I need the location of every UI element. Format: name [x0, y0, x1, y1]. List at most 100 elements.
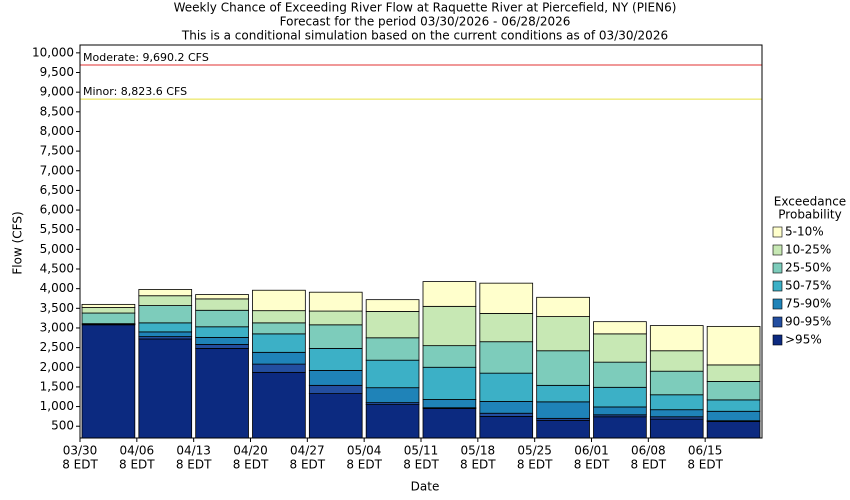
bar-segment — [252, 289, 306, 312]
bar-segment — [252, 310, 306, 324]
x-tick-label: 05/11 — [404, 444, 439, 458]
legend-label: 50-75% — [785, 279, 831, 293]
y-tick-label: 6,500 — [40, 183, 74, 197]
bar-segment — [479, 415, 534, 439]
x-tick-sublabel: 8 EDT — [119, 458, 155, 472]
threshold-label: Moderate: 9,690.2 CFS — [83, 51, 209, 64]
legend-label: 5-10% — [785, 225, 824, 239]
x-tick-label: 05/25 — [517, 444, 552, 458]
legend-label: 75-90% — [785, 297, 831, 311]
bar-segment — [536, 350, 590, 386]
bar-segment — [138, 305, 193, 324]
y-tick-label: 8,500 — [40, 104, 74, 118]
bar-segment — [365, 311, 420, 339]
bar-segment — [649, 394, 704, 411]
bar-segment — [422, 408, 477, 439]
bar-segment — [81, 324, 136, 439]
legend-swatch — [772, 280, 783, 292]
bar-segment — [81, 307, 136, 314]
legend-swatch — [772, 226, 783, 238]
bar-segment — [195, 347, 249, 439]
y-tick-label: 8,000 — [40, 124, 74, 138]
y-tick-label: 2,500 — [40, 340, 74, 354]
bar-segment — [138, 289, 193, 297]
x-tick-label: 04/20 — [233, 444, 268, 458]
x-tick-label: 04/06 — [120, 444, 155, 458]
y-tick-label: 5,000 — [40, 242, 74, 256]
bar-segment — [195, 336, 249, 345]
bar-segment — [138, 295, 193, 306]
y-tick-label: 9,500 — [40, 65, 74, 79]
y-axis-label: Flow (CFS) — [11, 211, 25, 274]
bar-segment — [536, 296, 590, 317]
legend-swatch — [772, 262, 783, 274]
threshold-label: Minor: 8,823.6 CFS — [83, 85, 187, 98]
x-tick-label: 05/18 — [461, 444, 496, 458]
x-tick-sublabel: 8 EDT — [176, 458, 212, 472]
bar-segment — [593, 361, 647, 388]
x-tick-sublabel: 8 EDT — [62, 458, 98, 472]
x-tick-label: 05/04 — [347, 444, 382, 458]
bar-segment — [593, 386, 647, 408]
bar-segment — [138, 322, 193, 333]
x-tick-sublabel: 8 EDT — [290, 458, 326, 472]
legend-title: Probability — [778, 208, 841, 222]
bar-segment — [252, 371, 306, 439]
legend-swatch — [772, 316, 783, 328]
bar-segment — [308, 370, 363, 386]
legend-swatch — [772, 334, 783, 346]
bar-segment — [593, 333, 647, 363]
bar-segment — [308, 393, 363, 439]
bar-segment — [422, 399, 477, 409]
y-tick-label: 4,500 — [40, 262, 74, 276]
legend-title: Exceedance — [774, 195, 846, 209]
y-tick-label: 10,000 — [32, 45, 74, 59]
chart-title: This is a conditional simulation based o… — [181, 29, 668, 43]
bar-segment — [308, 384, 363, 394]
bar-segment — [365, 387, 420, 404]
chart-title: Forecast for the period 03/30/2026 - 06/… — [280, 15, 571, 29]
bar-segment — [422, 366, 477, 400]
bar-segment — [252, 351, 306, 365]
x-tick-label: 06/15 — [688, 444, 723, 458]
bar-segment — [479, 282, 534, 314]
y-tick-label: 500 — [51, 419, 74, 433]
bar-segment — [308, 310, 363, 326]
bar-segment — [706, 421, 761, 439]
bar-segment — [365, 404, 420, 439]
x-tick-label: 04/27 — [290, 444, 325, 458]
bar-segment — [649, 370, 704, 396]
y-tick-label: 3,500 — [40, 301, 74, 315]
bar-segment — [81, 312, 136, 325]
bar-segment — [195, 326, 249, 338]
x-tick-label: 06/01 — [574, 444, 609, 458]
x-tick-sublabel: 8 EDT — [687, 458, 723, 472]
x-tick-sublabel: 8 EDT — [631, 458, 667, 472]
bar-segment — [365, 359, 420, 389]
bar-segment — [706, 325, 761, 366]
bar-segment — [308, 324, 363, 349]
bar-segment — [479, 401, 534, 414]
y-tick-label: 5,500 — [40, 222, 74, 236]
y-tick-label: 7,500 — [40, 144, 74, 158]
y-tick-label: 9,000 — [40, 85, 74, 99]
bar-segment — [479, 412, 534, 417]
bar-segment — [536, 384, 590, 403]
y-tick-label: 3,000 — [40, 320, 74, 334]
bar-segment — [308, 347, 363, 371]
bar-segment — [422, 281, 477, 307]
bar-segment — [479, 341, 534, 374]
x-tick-sublabel: 8 EDT — [517, 458, 553, 472]
legend-label: >95% — [785, 333, 822, 347]
bar-segment — [365, 299, 420, 312]
x-axis-label: Date — [411, 480, 440, 494]
bar-segment — [649, 325, 704, 352]
bar-segment — [81, 303, 136, 308]
bar-segment — [138, 331, 193, 338]
bar-segment — [536, 419, 590, 439]
y-tick-label: 4,000 — [40, 281, 74, 295]
x-tick-sublabel: 8 EDT — [346, 458, 382, 472]
x-tick-sublabel: 8 EDT — [233, 458, 269, 472]
bar-segment — [593, 406, 647, 416]
